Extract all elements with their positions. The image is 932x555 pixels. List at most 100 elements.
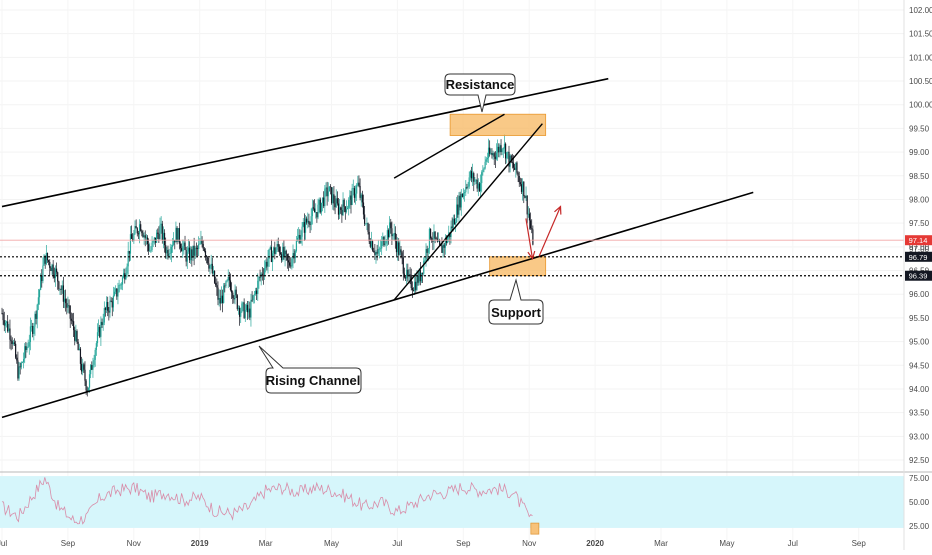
candle-body (356, 185, 358, 194)
candle-body (252, 295, 254, 301)
candle-body (276, 244, 278, 250)
candle-body (115, 288, 117, 292)
candle-body (54, 268, 57, 279)
candle-body (143, 235, 145, 237)
candle-body (103, 308, 105, 323)
candle-body (108, 310, 110, 313)
candle-body (92, 364, 94, 370)
candle-body (203, 248, 205, 251)
candle-body (270, 247, 273, 262)
candle-body (498, 146, 500, 153)
time-tick-label: Sep (852, 539, 867, 548)
time-tick-label: May (324, 539, 339, 548)
candle-body (84, 369, 86, 381)
candle-body (5, 321, 8, 323)
candle-body (341, 209, 343, 216)
candle-body (246, 304, 249, 313)
candle-body (38, 289, 41, 298)
candle-body (44, 255, 46, 264)
candle-body (26, 346, 28, 350)
candle-body (42, 265, 44, 282)
candle-body (429, 228, 432, 239)
candle-body (176, 227, 178, 242)
candle-body (175, 227, 177, 243)
price-tick-label: 101.00 (909, 53, 932, 62)
candle-body (510, 155, 512, 162)
candle-body (208, 263, 210, 269)
candle-body (221, 295, 224, 304)
candle-body (393, 233, 395, 235)
candle-body (117, 292, 119, 297)
candle-body (323, 197, 325, 207)
candle-body (224, 285, 226, 287)
candle-body (295, 240, 298, 251)
candle-body (449, 232, 451, 238)
candle-body (384, 243, 386, 246)
candle-body (309, 223, 311, 225)
candle-body (202, 243, 204, 249)
candle-body (495, 152, 498, 159)
candle-body (53, 274, 55, 279)
candle-body (378, 248, 381, 250)
time-tick-label: Jul (0, 539, 7, 548)
candle-body (364, 214, 366, 224)
candle-body (410, 274, 412, 288)
candle-body (37, 297, 39, 305)
candle-body (284, 250, 286, 258)
candle-body (307, 220, 309, 223)
candle-body (491, 153, 493, 156)
rsi-tick-label: 25.00 (909, 522, 930, 531)
candle-body (257, 280, 259, 294)
support-callout: Support (488, 278, 544, 325)
candle-body (486, 158, 489, 160)
candle-body (418, 270, 420, 283)
candle-body (303, 222, 305, 233)
candle-body (407, 269, 409, 277)
candle-body (526, 195, 528, 215)
rsi-tick-label: 75.00 (909, 474, 930, 483)
candle-body (225, 281, 227, 287)
candle-body (434, 231, 436, 239)
candle-body (485, 159, 487, 162)
price-tick-label: 97.00 (909, 243, 930, 252)
candle-body (459, 195, 461, 208)
candle-body (420, 272, 423, 282)
candle-body (96, 332, 99, 344)
price-tick-label: 98.00 (909, 195, 930, 204)
candle-body (45, 252, 47, 264)
time-tick-label: 2020 (586, 539, 604, 548)
candle-body (530, 220, 532, 229)
candle-body (251, 299, 253, 301)
candle-body (99, 326, 101, 337)
candle-body (315, 212, 317, 213)
candle-body (46, 252, 49, 261)
candle-body (177, 228, 179, 242)
candle-body (473, 173, 475, 182)
candle-body (215, 282, 217, 286)
candle-body (334, 203, 336, 208)
candle-body (489, 147, 491, 154)
candle-body (479, 183, 482, 191)
support-bottom-label: 96.39 (909, 272, 928, 281)
candle-body (21, 362, 24, 363)
candle-body (186, 251, 188, 262)
candle-body (451, 226, 453, 229)
candle-body (531, 228, 533, 230)
candle-body (138, 224, 141, 235)
candle-body (90, 365, 92, 375)
candle-body (61, 285, 63, 290)
candle-body (332, 194, 334, 204)
candle-body (520, 184, 523, 192)
candle-body (292, 253, 294, 260)
candle-body (209, 265, 211, 269)
candle-body (432, 241, 434, 242)
candle-body (25, 346, 27, 350)
candle-body (149, 250, 151, 252)
candle-body (389, 222, 391, 238)
candle-body (476, 179, 478, 189)
candle-body (66, 303, 68, 308)
candle-body (85, 380, 87, 391)
candle-body (128, 250, 130, 254)
candle-body (261, 273, 263, 276)
candle-body (411, 287, 413, 291)
